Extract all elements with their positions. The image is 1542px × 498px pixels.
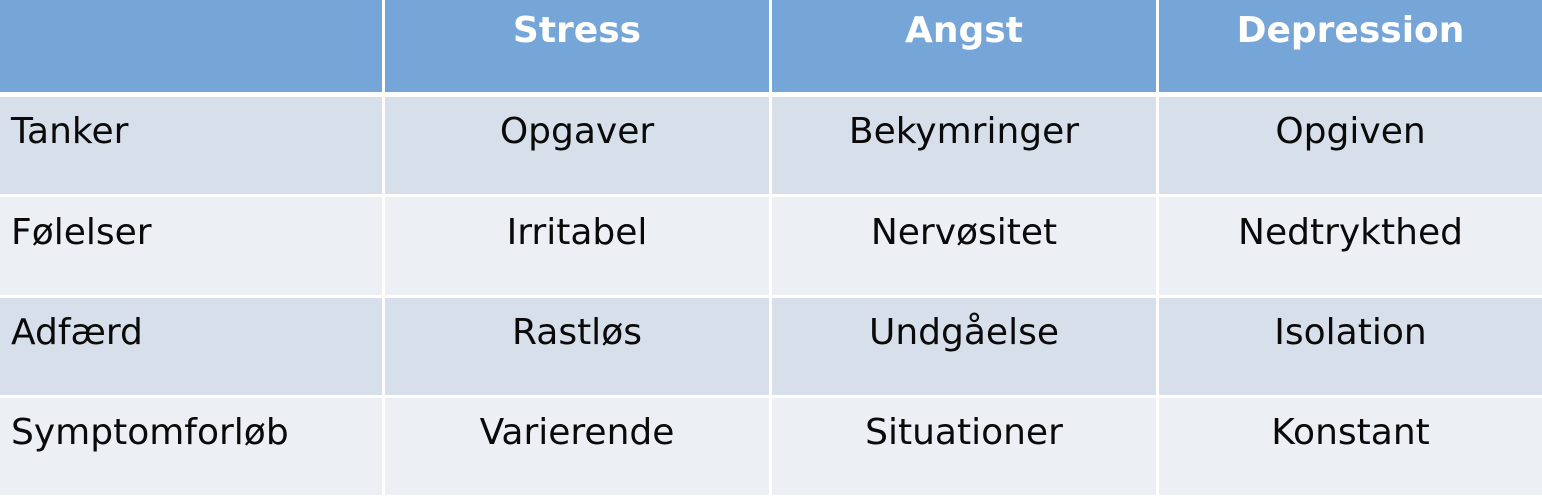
cell-folelser-stress: Irritabel xyxy=(385,197,772,298)
cell-tanker-angst: Bekymringer xyxy=(772,97,1159,197)
cell-symptomforlob-stress: Varierende xyxy=(385,398,772,498)
cell-tanker-depression: Opgiven xyxy=(1159,97,1542,197)
cell-tanker-stress: Opgaver xyxy=(385,97,772,197)
header-depression: Depression xyxy=(1159,0,1542,97)
row-label-adfaerd: Adfærd xyxy=(0,298,385,398)
cell-adfaerd-angst: Undgåelse xyxy=(772,298,1159,398)
cell-folelser-angst: Nervøsitet xyxy=(772,197,1159,298)
cell-symptomforlob-depression: Konstant xyxy=(1159,398,1542,498)
row-label-folelser: Følelser xyxy=(0,197,385,298)
cell-adfaerd-depression: Isolation xyxy=(1159,298,1542,398)
cell-symptomforlob-angst: Situationer xyxy=(772,398,1159,498)
header-angst: Angst xyxy=(772,0,1159,97)
cell-adfaerd-stress: Rastløs xyxy=(385,298,772,398)
row-label-symptomforlob: Symptomforløb xyxy=(0,398,385,498)
row-label-tanker: Tanker xyxy=(0,97,385,197)
header-stress: Stress xyxy=(385,0,772,97)
cell-folelser-depression: Nedtrykthed xyxy=(1159,197,1542,298)
header-corner-cell xyxy=(0,0,385,97)
